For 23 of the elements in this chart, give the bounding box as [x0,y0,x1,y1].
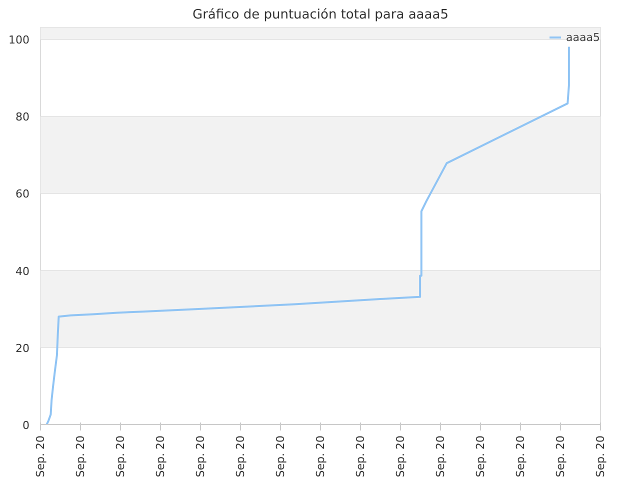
x-tick-label: Sep. 20 [594,435,607,478]
x-tick-label: Sep. 20 [554,435,567,478]
x-tick-label: Sep. 20 [474,435,487,478]
x-tick-label: Sep. 20 [314,435,327,478]
y-tick-label: 40 [16,264,30,278]
x-tick-label: Sep. 20 [434,435,447,478]
x-tick-label: Sep. 20 [154,435,167,478]
y-tick-label: 20 [16,342,30,355]
y-tick-label: 100 [8,34,30,47]
x-tick-label: Sep. 20 [514,435,527,478]
x-tick-label: Sep. 20 [394,435,407,478]
x-tick-label: Sep. 20 [274,435,287,478]
y-tick-label: 60 [16,188,30,201]
x-tick-label: Sep. 20 [354,435,367,478]
x-tick-label: Sep. 20 [234,435,247,478]
x-tick-label: Sep. 20 [114,435,127,478]
x-tick-label: Sep. 20 [34,435,47,478]
y-tick-label: 0 [22,419,30,432]
chart-title: Gráfico de puntuación total para aaaa5 [192,8,448,22]
x-tick-label: Sep. 20 [194,435,207,478]
x-tick-label: Sep. 20 [74,435,87,478]
y-tick-label: 80 [16,110,30,124]
legend-label: aaaa5 [566,30,600,44]
